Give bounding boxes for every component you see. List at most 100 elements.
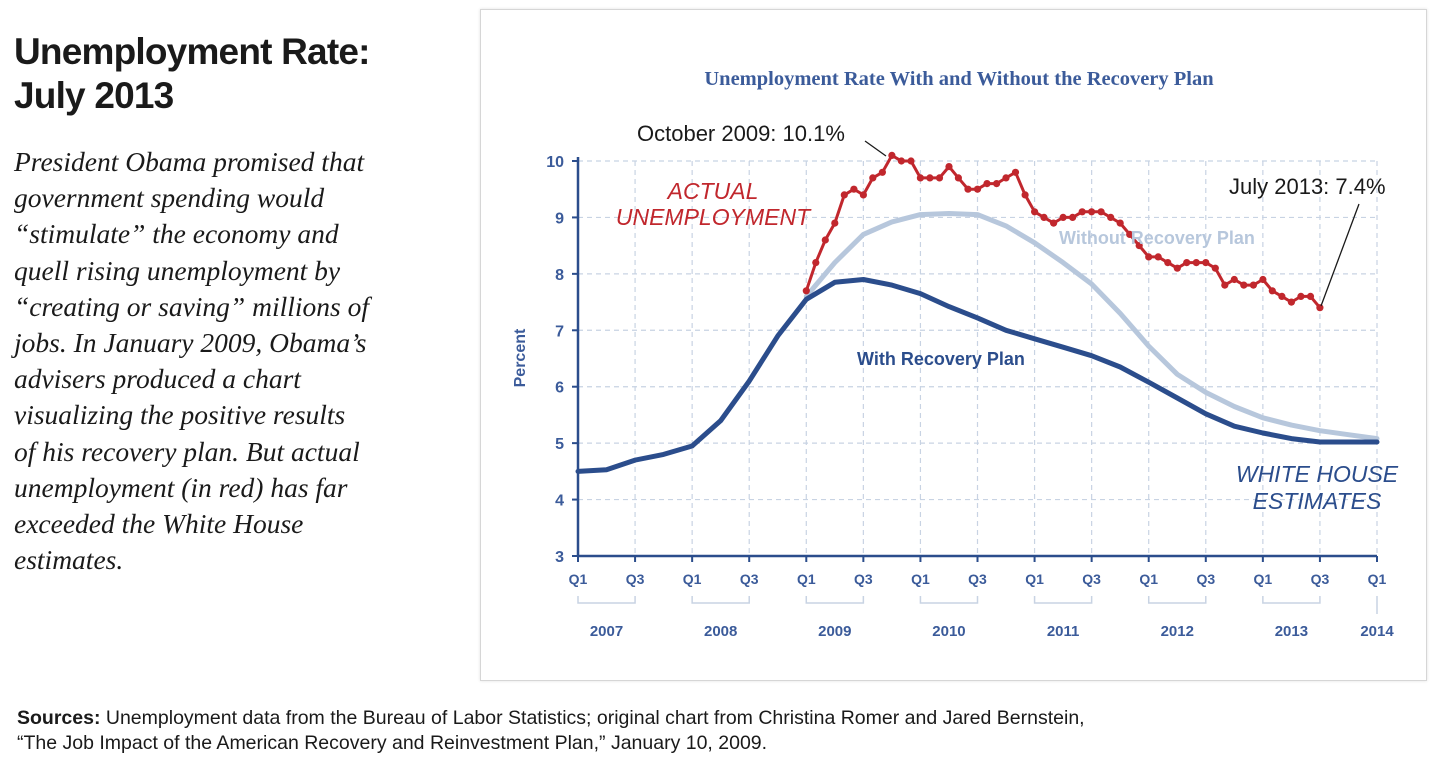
point-actual bbox=[1154, 253, 1162, 261]
y-axis-label: Percent bbox=[512, 328, 529, 387]
point-actual bbox=[945, 163, 953, 171]
unemployment-chart: 3 4 5 6 7 8 9 10 Q1 Q3 Q1 Q3 Q1 Q3 Q1 Q3 Q1 Q3 Q1 Q3 Q1 Q3 Q1 2… bbox=[512, 68, 1399, 640]
point-actual bbox=[1211, 264, 1219, 272]
x-tick-label: Q1 bbox=[797, 571, 816, 587]
point-actual bbox=[1202, 259, 1210, 267]
line-without-plan bbox=[803, 211, 1380, 442]
body-line: quell rising unemployment by bbox=[14, 254, 341, 286]
x-tick-label: Q3 bbox=[1196, 571, 1215, 587]
axes: 3 4 5 6 7 8 9 10 Q1 Q3 Q1 Q3 Q1 Q3 Q1 Q3 Q1 Q3 Q1 Q3 Q1 Q3 Q1 2… bbox=[546, 154, 1394, 640]
sources-text: “The Job Impact of the American Recovery… bbox=[17, 732, 768, 754]
point-actual bbox=[1240, 281, 1248, 289]
point-actual bbox=[802, 287, 810, 295]
y-tick-label: 7 bbox=[555, 323, 564, 340]
point-actual bbox=[859, 191, 867, 199]
point-actual bbox=[1078, 208, 1086, 216]
year-bracket bbox=[805, 596, 865, 604]
year-label: 2011 bbox=[1047, 623, 1080, 640]
series-lines bbox=[575, 151, 1380, 474]
x-tick-label: Q1 bbox=[1368, 571, 1387, 587]
year-label: 2010 bbox=[932, 623, 965, 640]
body-line: exceeded the White House bbox=[14, 508, 304, 540]
point-actual bbox=[850, 185, 858, 193]
y-tick-label: 5 bbox=[555, 436, 564, 453]
point-actual bbox=[1050, 219, 1058, 227]
point-actual bbox=[1002, 174, 1010, 182]
point-actual bbox=[973, 185, 982, 193]
y-tick-label: 10 bbox=[546, 154, 564, 171]
point-actual bbox=[1164, 259, 1172, 267]
point-actual bbox=[983, 180, 991, 188]
series-label-actual: ACTUAL bbox=[666, 178, 759, 204]
point-actual bbox=[878, 168, 886, 176]
year-label: 2007 bbox=[590, 623, 623, 640]
point-actual bbox=[1192, 259, 1200, 267]
point-actual bbox=[1069, 213, 1077, 221]
point-actual bbox=[821, 236, 829, 244]
annotation-peak-leader bbox=[864, 140, 887, 157]
point-actual bbox=[1040, 213, 1048, 221]
point-actual bbox=[1306, 292, 1315, 300]
annotation-peak: October 2009: 10.1% bbox=[637, 121, 845, 146]
point-actual bbox=[1173, 264, 1181, 272]
chart-panel: 3 4 5 6 7 8 9 10 Q1 Q3 Q1 Q3 Q1 Q3 Q1 Q3 Q1 Q3 Q1 Q3 Q1 Q3 Q1 2… bbox=[480, 9, 1427, 681]
point-actual bbox=[1107, 213, 1115, 221]
sources-label: Sources: bbox=[17, 707, 101, 729]
point-actual bbox=[1316, 304, 1324, 312]
x-tick-label: Q1 bbox=[911, 571, 930, 587]
body-line: unemployment (in red) has far bbox=[14, 471, 348, 503]
body-line: “creating or saving” millions of bbox=[14, 290, 369, 322]
body-line: advisers produced a chart bbox=[14, 363, 301, 395]
point-actual bbox=[916, 174, 924, 182]
point-actual bbox=[1268, 287, 1276, 295]
x-tick-label: Q1 bbox=[1254, 571, 1273, 587]
body-line: government spending would bbox=[14, 182, 325, 214]
point-actual bbox=[1021, 191, 1029, 199]
point-actual bbox=[1145, 253, 1153, 261]
y-tick-label: 4 bbox=[555, 493, 564, 510]
x-tick-label: Q3 bbox=[968, 571, 987, 587]
point-actual bbox=[935, 174, 944, 182]
point-actual bbox=[1259, 275, 1267, 284]
body-line: of his recovery plan. But actual bbox=[14, 435, 360, 467]
year-label: 2013 bbox=[1275, 623, 1308, 640]
body-line: “stimulate” the economy and bbox=[14, 218, 339, 250]
point-actual bbox=[869, 174, 877, 182]
year-label: 2014 bbox=[1360, 623, 1394, 640]
point-actual bbox=[926, 174, 934, 182]
grid bbox=[578, 160, 1378, 556]
series-label-without-plan: Without Recovery Plan bbox=[1059, 228, 1255, 248]
point-actual bbox=[1297, 292, 1305, 300]
line-with-plan bbox=[575, 277, 1380, 474]
chart-title: Unemployment Rate With and Without the R… bbox=[704, 68, 1214, 90]
point-actual bbox=[1011, 168, 1020, 176]
y-tick-label: 3 bbox=[555, 549, 564, 566]
year-bracket bbox=[577, 596, 636, 604]
x-tick-label: Q1 bbox=[569, 571, 588, 587]
x-tick-label: Q1 bbox=[1139, 571, 1158, 587]
y-tick-label: 6 bbox=[555, 380, 564, 397]
sources-note: Sources: Unemployment data from the Bure… bbox=[17, 706, 1417, 756]
headline-line-2: July 2013 bbox=[14, 75, 174, 116]
point-actual bbox=[1287, 298, 1295, 306]
year-bracket bbox=[919, 596, 979, 604]
point-actual bbox=[993, 180, 1001, 188]
x-tick-label: Q1 bbox=[683, 571, 702, 587]
point-actual bbox=[1221, 281, 1229, 289]
year-label: 2009 bbox=[818, 623, 851, 640]
year-bracket bbox=[1033, 596, 1093, 604]
series-label-with-plan: With Recovery Plan bbox=[857, 349, 1025, 369]
body-line: visualizing the positive results bbox=[14, 399, 346, 431]
point-actual bbox=[1097, 208, 1105, 216]
point-actual bbox=[897, 157, 905, 165]
x-tick-label: Q3 bbox=[626, 571, 645, 587]
year-bracket bbox=[691, 596, 750, 604]
x-tick-label: Q3 bbox=[1082, 571, 1101, 587]
year-bracket bbox=[1147, 596, 1207, 604]
body-line: jobs. In January 2009, Obama’s bbox=[14, 327, 367, 359]
point-actual bbox=[1116, 219, 1124, 227]
point-actual bbox=[1230, 275, 1238, 284]
x-tick-label: Q3 bbox=[740, 571, 759, 587]
point-actual bbox=[1278, 292, 1286, 300]
sources-text: Unemployment data from the Bureau of Lab… bbox=[105, 707, 1085, 729]
